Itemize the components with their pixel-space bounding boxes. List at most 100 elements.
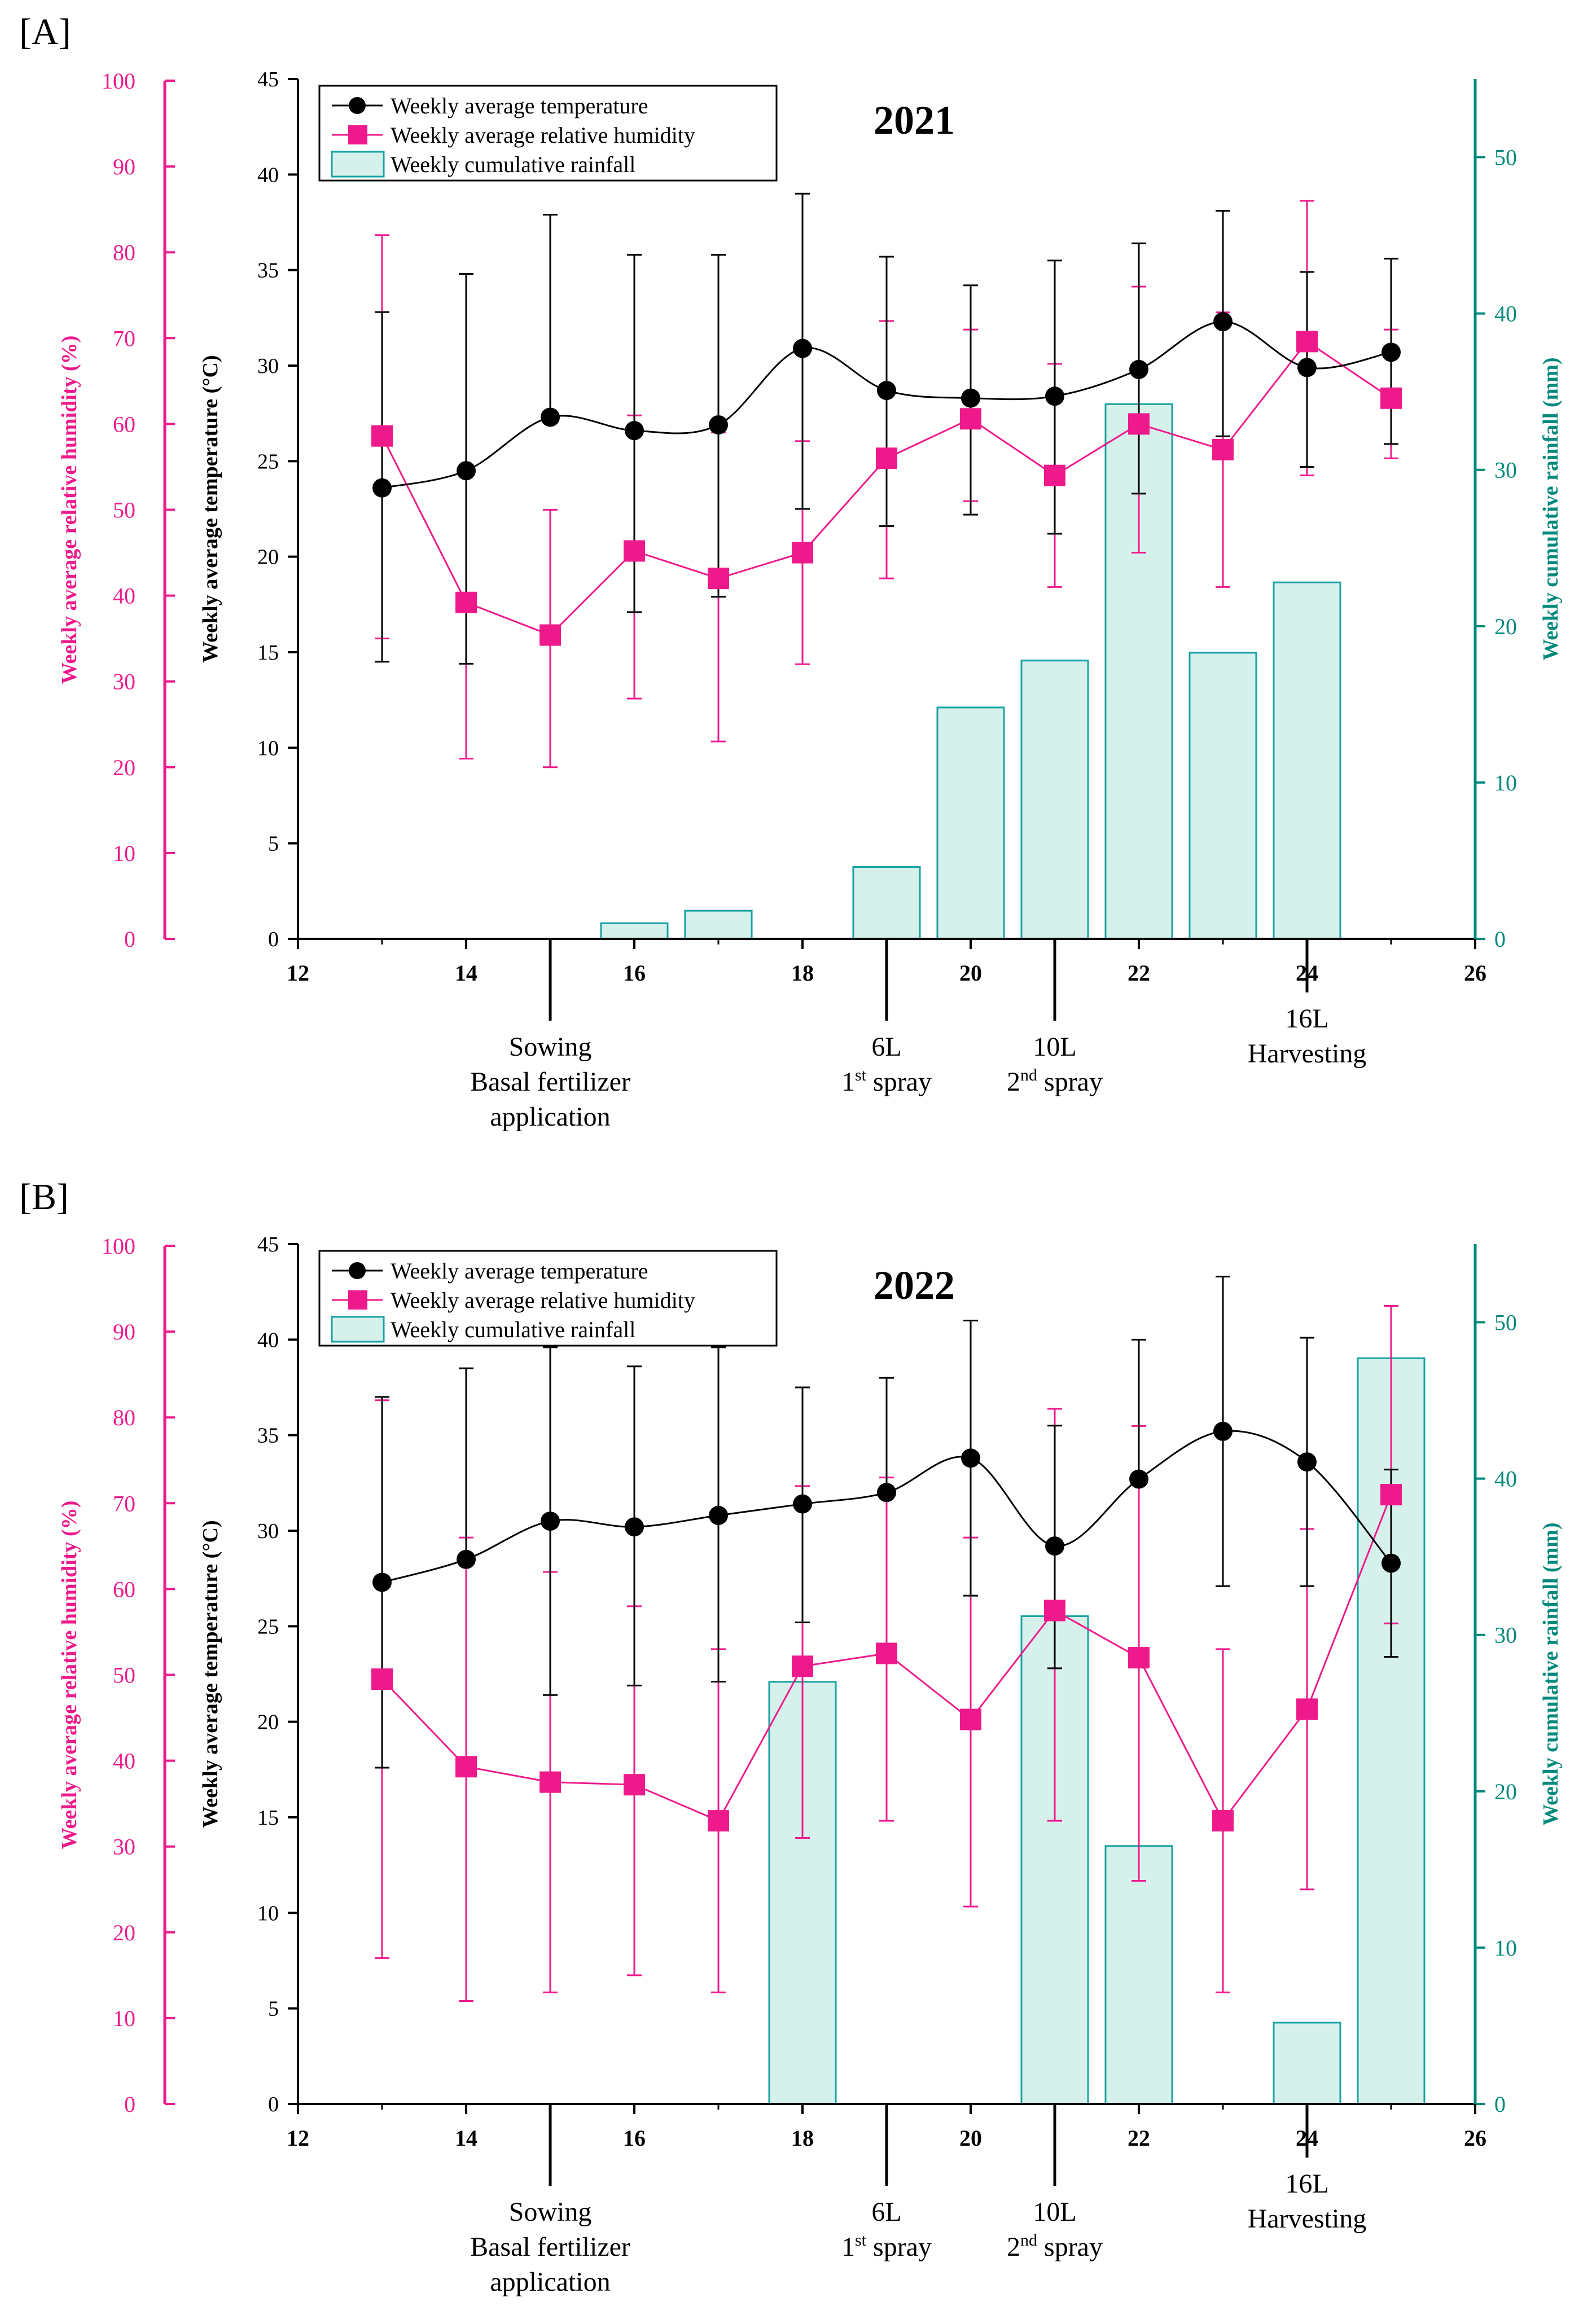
humidity-point xyxy=(1380,1484,1402,1506)
rainfall-bar xyxy=(1188,652,1257,940)
humidity-point xyxy=(1128,413,1150,435)
temperature-point xyxy=(541,1512,560,1531)
rainfall-bar xyxy=(600,922,669,940)
rainfall-bar xyxy=(852,866,921,940)
x-tick-label: 18 xyxy=(791,960,814,986)
legend-rainfall-swatch xyxy=(331,151,385,178)
legend-humidity-swatch-marker xyxy=(348,125,367,144)
x-tick-label: 12 xyxy=(287,2125,309,2151)
legend-temperature-swatch-marker xyxy=(349,97,366,114)
panel-label: [A] xyxy=(19,11,71,52)
humidity-point xyxy=(624,1774,645,1796)
rainfall-tick-label: 10 xyxy=(1494,1935,1517,1961)
x-tick-label: 20 xyxy=(959,2125,982,2151)
x-tick-label: 16 xyxy=(623,960,646,986)
rainfall-bar xyxy=(1273,581,1341,940)
temperature-point xyxy=(1045,1536,1064,1556)
x-tick-label: 14 xyxy=(455,960,477,986)
rainfall-bar xyxy=(684,910,753,940)
x-tick-label: 14 xyxy=(455,2125,477,2151)
stage-annotation-text: 16L xyxy=(1285,1004,1328,1034)
rainfall-tick-label: 40 xyxy=(1494,1466,1517,1492)
humidity-point xyxy=(371,1668,393,1690)
humidity-point xyxy=(455,1756,477,1778)
rainfall-bar xyxy=(1020,660,1089,940)
temperature-tick-label: 10 xyxy=(257,736,279,760)
temperature-tick-label: 15 xyxy=(257,641,279,665)
humidity-point xyxy=(960,408,981,430)
humidity-axis-title: Weekly average relative humidity (%) xyxy=(58,336,81,684)
humidity-point xyxy=(876,447,897,469)
humidity-tick-label: 100 xyxy=(102,1233,135,1259)
humidity-tick-label: 0 xyxy=(124,926,135,952)
temperature-point xyxy=(961,388,980,408)
temperature-point xyxy=(793,339,812,358)
rainfall-tick-label: 50 xyxy=(1494,145,1517,170)
humidity-tick-label: 80 xyxy=(113,240,135,265)
temperature-tick-label: 35 xyxy=(257,1424,279,1448)
stage-annotation-text: 10L xyxy=(1033,2197,1076,2227)
temperature-point xyxy=(877,1483,896,1503)
x-tick-label: 12 xyxy=(287,960,309,986)
stage-annotation-text: 6L xyxy=(871,1032,901,1062)
legend-rainfall-label: Weekly cumulative rainfall xyxy=(391,1317,635,1342)
humidity-tick-label: 50 xyxy=(113,1663,135,1688)
rainfall-tick-label: 0 xyxy=(1494,2092,1506,2117)
humidity-point xyxy=(708,1810,729,1832)
legend-humidity-swatch-marker xyxy=(348,1290,367,1310)
stage-annotation-text: 6L xyxy=(871,2197,901,2227)
temperature-point xyxy=(877,381,896,401)
temperature-tick-label: 20 xyxy=(257,1711,279,1734)
humidity-tick-label: 40 xyxy=(113,583,135,609)
x-tick-label: 22 xyxy=(1128,960,1150,986)
temperature-tick-label: 25 xyxy=(257,1615,279,1638)
rainfall-tick-label: 30 xyxy=(1494,458,1517,483)
temperature-point xyxy=(372,1572,392,1592)
humidity-tick-label: 40 xyxy=(113,1749,135,1774)
humidity-tick-label: 20 xyxy=(113,755,135,780)
humidity-point xyxy=(708,568,729,590)
stage-annotation-text: Sowing xyxy=(509,2197,592,2227)
temperature-tick-label: 0 xyxy=(268,928,279,951)
legend-temperature-swatch-marker xyxy=(349,1262,366,1279)
x-tick-label: 20 xyxy=(959,960,982,986)
stage-annotation-text: 2nd spray xyxy=(1007,1066,1103,1097)
humidity-point xyxy=(792,542,813,564)
panel-label: [B] xyxy=(19,1176,69,1218)
temperature-tick-label: 45 xyxy=(257,68,279,91)
temperature-point xyxy=(1213,312,1233,332)
temperature-tick-label: 5 xyxy=(268,1997,279,2021)
stage-annotation-text: 16L xyxy=(1285,2169,1328,2199)
temperature-point xyxy=(541,407,560,427)
humidity-tick-label: 80 xyxy=(113,1405,135,1430)
temperature-point xyxy=(1297,358,1317,377)
temperature-tick-label: 5 xyxy=(268,832,279,856)
x-tick-label: 26 xyxy=(1464,2125,1486,2151)
rainfall-tick-label: 10 xyxy=(1494,770,1517,796)
temperature-point xyxy=(709,1505,728,1525)
rainfall-tick-label: 50 xyxy=(1494,1310,1517,1335)
humidity-point xyxy=(1296,331,1318,353)
rainfall-tick-label: 40 xyxy=(1494,301,1517,327)
temperature-point xyxy=(1129,359,1148,379)
stage-annotation-text: 1st spray xyxy=(841,2231,932,2262)
rainfall-tick-label: 20 xyxy=(1494,1779,1517,1804)
temperature-point xyxy=(1297,1452,1317,1472)
humidity-point xyxy=(371,425,393,447)
temperature-point xyxy=(1382,1553,1401,1573)
humidity-tick-label: 60 xyxy=(113,1576,135,1602)
humidity-tick-label: 90 xyxy=(113,1319,135,1345)
humidity-point xyxy=(1128,1647,1150,1669)
x-tick-label: 16 xyxy=(623,2125,646,2151)
temperature-tick-label: 25 xyxy=(257,450,279,473)
x-tick-label: 26 xyxy=(1464,960,1486,986)
humidity-tick-label: 90 xyxy=(113,154,135,179)
stage-annotation-text: Harvesting xyxy=(1248,2204,1367,2234)
humidity-axis-title: Weekly average relative humidity (%) xyxy=(58,1501,81,1849)
legend-box xyxy=(318,1250,778,1347)
chart-title: 2021 xyxy=(874,98,955,143)
rainfall-bar xyxy=(1104,1845,1173,2105)
humidity-tick-label: 50 xyxy=(113,498,135,523)
legend-humidity-label: Weekly average relative humidity xyxy=(391,1288,695,1313)
temperature-tick-label: 10 xyxy=(257,1901,279,1925)
